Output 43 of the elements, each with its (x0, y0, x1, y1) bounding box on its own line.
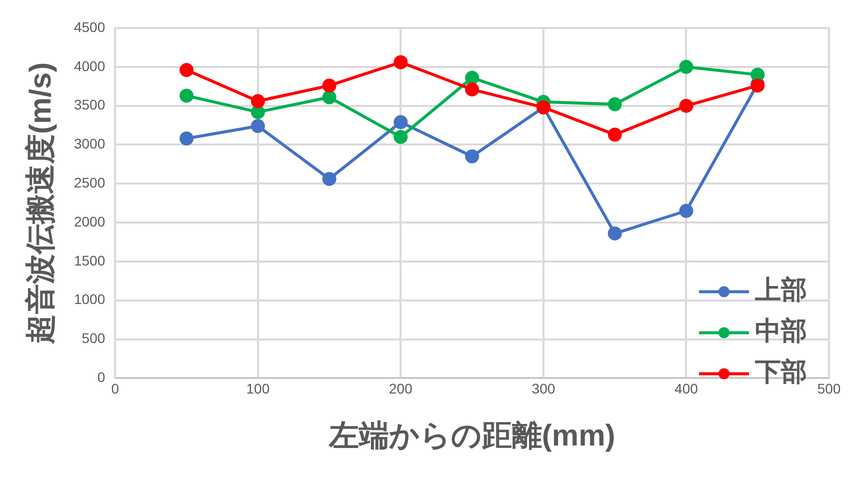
point (322, 90, 336, 104)
y-axis-title: 超音波伝搬速度(m/s) (23, 62, 58, 345)
legend-label: 中部 (755, 316, 807, 346)
point (465, 82, 480, 96)
y-tick-label: 2500 (74, 174, 106, 191)
point (608, 226, 622, 240)
point (250, 119, 265, 134)
y-tick-label: 3500 (74, 96, 106, 113)
legend-label: 上部 (754, 275, 807, 306)
point (679, 204, 694, 218)
x-tick-label: 400 (674, 380, 698, 396)
point (679, 98, 694, 113)
point (250, 105, 265, 120)
x-tick-label: 500 (817, 380, 841, 396)
point (394, 115, 408, 130)
point (750, 68, 765, 82)
y-tick-label: 2000 (74, 213, 106, 230)
point (608, 97, 622, 112)
point (322, 172, 336, 186)
point (322, 78, 336, 93)
point (250, 94, 265, 108)
y-tick-label: 1500 (74, 252, 106, 268)
point (394, 130, 408, 144)
point (465, 70, 480, 85)
point (180, 132, 194, 146)
y-tick-label: 1000 (74, 291, 106, 308)
x-axis-title: 左端からの距離(mm) (328, 419, 616, 452)
y-tick-label: 3000 (74, 136, 106, 152)
y-tick-label: 4500 (74, 18, 106, 35)
legend-label: 下部 (754, 357, 807, 388)
y-tick-label: 4000 (74, 58, 106, 74)
point (180, 63, 194, 78)
x-tick-label: 200 (389, 380, 413, 396)
x-tick-label: 0 (111, 380, 120, 396)
point (465, 149, 480, 164)
point (180, 88, 194, 103)
y-tick-label: 500 (82, 330, 106, 346)
point (608, 128, 622, 142)
y-tick-label: 0 (97, 369, 106, 386)
x-tick-label: 100 (246, 380, 270, 396)
point (394, 55, 408, 70)
point (679, 60, 694, 74)
x-tick-label: 300 (532, 380, 556, 396)
